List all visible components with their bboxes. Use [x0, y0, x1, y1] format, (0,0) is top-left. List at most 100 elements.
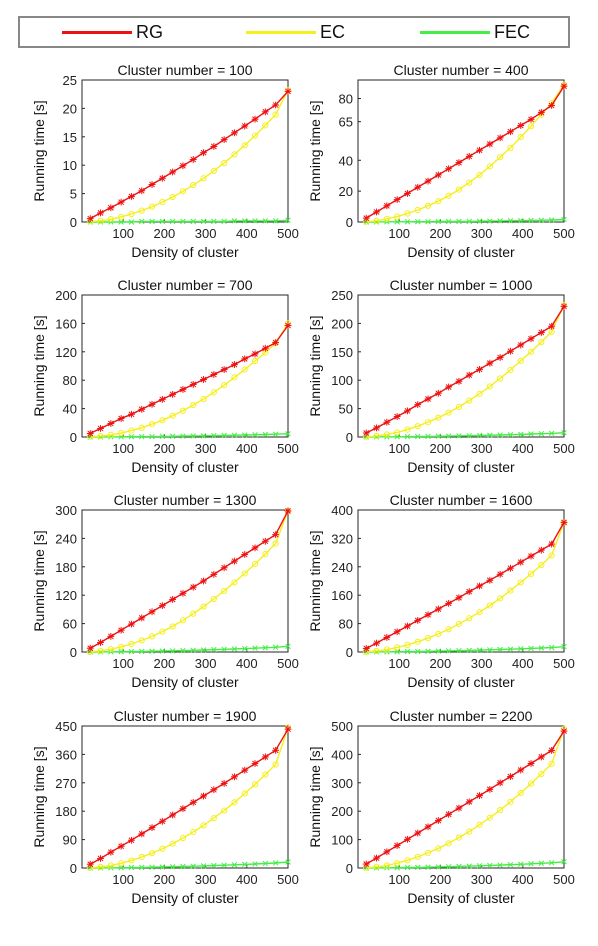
data-point-ec: [486, 814, 493, 821]
data-point-rg: [117, 626, 125, 634]
data-point-rg: [231, 129, 238, 137]
legend: RG EC FEC: [18, 16, 570, 48]
x-tick-label: 300: [471, 656, 493, 671]
chart-title: Cluster number = 1900: [114, 708, 257, 724]
data-point-ec: [148, 203, 156, 210]
data-point-ec: [231, 151, 238, 158]
data-point-fec: [211, 218, 217, 225]
data-point-rg: [537, 753, 545, 761]
data-point-fec: [285, 217, 291, 224]
legend-item-ec: EC: [246, 18, 345, 46]
data-point-rg: [169, 168, 177, 176]
x-tick-label: 500: [277, 656, 299, 671]
data-point-fec: [180, 218, 186, 225]
data-point-ec: [262, 771, 269, 778]
data-point-rg: [158, 602, 166, 610]
data-point-rg: [517, 766, 525, 774]
data-point-rg: [465, 153, 473, 160]
x-tick-label: 500: [553, 656, 575, 671]
data-point-fec: [466, 647, 472, 654]
data-point-fec: [548, 860, 555, 866]
data-point-fec: [528, 217, 534, 224]
data-point-rg: [393, 628, 401, 636]
data-point-rg: [424, 823, 432, 831]
x-tick-label: 400: [512, 872, 534, 887]
data-point-rg: [455, 594, 463, 602]
data-point-rg: [138, 830, 146, 838]
data-point-rg: [128, 410, 135, 418]
x-tick-label: 400: [236, 872, 258, 887]
data-point-ec: [455, 403, 463, 410]
chart-title: Cluster number = 2200: [390, 708, 533, 724]
y-tick-label: 0: [70, 861, 77, 876]
data-point-rg: [496, 779, 504, 787]
data-point-fec: [538, 645, 545, 651]
data-point-rg: [210, 786, 218, 794]
data-point-rg: [393, 196, 401, 204]
x-tick-label: 200: [154, 441, 176, 456]
data-point-ec: [159, 199, 166, 206]
data-point-rg: [476, 366, 483, 373]
data-point-ec: [476, 821, 483, 828]
data-point-rg: [97, 855, 104, 862]
y-tick-label: 20: [339, 184, 353, 199]
data-point-rg: [272, 746, 280, 754]
data-point-fec: [128, 864, 135, 871]
data-point-fec: [497, 218, 503, 224]
data-point-rg: [507, 128, 514, 136]
series-rg: [362, 82, 568, 222]
data-point-rg: [383, 848, 391, 856]
data-point-fec: [200, 218, 207, 225]
data-point-fec: [476, 647, 483, 653]
data-point-rg: [148, 608, 156, 616]
series-line-fec: [366, 432, 565, 438]
data-point-rg: [560, 302, 568, 310]
data-point-rg: [107, 420, 115, 427]
y-axis-label: Running time [s]: [31, 100, 47, 201]
y-axis-label: Running time [s]: [31, 530, 47, 631]
x-tick-label: 200: [430, 441, 452, 456]
data-point-fec: [285, 430, 291, 437]
data-point-ec: [404, 426, 411, 433]
data-point-fec: [252, 861, 258, 867]
data-point-rg: [169, 811, 177, 819]
data-point-ec: [507, 144, 514, 152]
data-point-rg: [117, 415, 125, 422]
data-point-rg: [284, 507, 292, 515]
y-tick-label: 15: [63, 130, 77, 145]
data-point-ec: [262, 122, 269, 129]
data-point-fec: [231, 432, 238, 438]
data-point-rg: [231, 557, 238, 565]
data-point-rg: [476, 582, 483, 590]
data-point-ec: [231, 799, 238, 806]
series-fec: [363, 858, 567, 871]
chart-title: Cluster number = 1600: [390, 492, 533, 508]
y-tick-label: 120: [55, 345, 77, 360]
data-point-ec: [190, 181, 197, 189]
plot-area: [357, 725, 565, 869]
data-point-ec: [517, 579, 524, 586]
data-point-fec: [456, 433, 462, 439]
series-line-fec: [366, 218, 565, 223]
x-axis-label: Density of cluster: [131, 244, 239, 260]
y-tick-label: 10: [63, 158, 77, 173]
data-point-rg: [261, 108, 269, 116]
data-point-fec: [272, 860, 279, 866]
data-point-ec: [466, 179, 473, 186]
data-point-fec: [200, 863, 207, 869]
data-point-rg: [548, 540, 556, 548]
data-point-fec: [285, 643, 291, 650]
data-point-rg: [476, 792, 483, 799]
data-point-rg: [107, 848, 115, 856]
data-point-fec: [169, 433, 176, 440]
y-tick-label: 60: [63, 617, 77, 632]
data-point-rg: [241, 766, 249, 774]
chart-panel-3: Cluster number = 700 100 200 300 400 500 0 40 80…: [31, 277, 299, 475]
data-point-fec: [548, 217, 555, 223]
data-point-ec: [507, 366, 514, 374]
data-point-rg: [189, 381, 197, 388]
data-point-ec: [251, 781, 259, 788]
data-point-ec: [159, 417, 166, 424]
x-tick-label: 400: [236, 441, 258, 456]
y-tick-label: 150: [331, 345, 353, 360]
